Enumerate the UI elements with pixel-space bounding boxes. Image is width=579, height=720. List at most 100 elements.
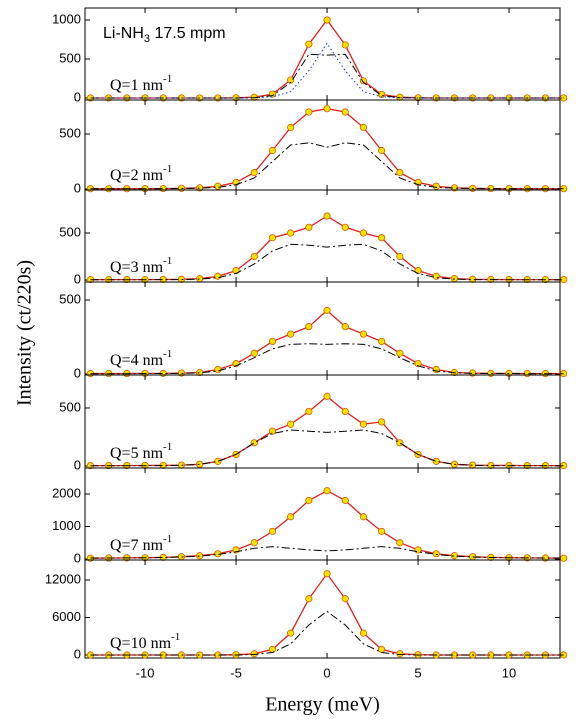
data-point: [177, 184, 186, 192]
data-point: [232, 267, 240, 275]
data-point: [305, 40, 313, 48]
y-tick-label: 500: [59, 399, 81, 414]
component-line: [90, 546, 564, 559]
q-label-text: Q=10 nm: [110, 635, 172, 652]
q-label: Q=7 nm-1: [110, 533, 172, 554]
y-tick-label: 0: [74, 550, 81, 565]
component-line: [90, 343, 564, 375]
q-label-sup: -1: [163, 163, 172, 175]
q-label-text: Q=2 nm: [110, 167, 164, 184]
data-point: [341, 41, 349, 49]
data-point: [268, 234, 277, 242]
data-point: [287, 629, 295, 637]
component-line: [90, 42, 564, 99]
data-point: [378, 418, 386, 426]
q-label-text: Q=1 nm: [110, 77, 164, 94]
q-label-sup: -1: [163, 533, 172, 545]
data-point: [287, 76, 295, 84]
data-point: [359, 229, 368, 237]
data-point: [214, 365, 222, 374]
data-point: [287, 513, 295, 521]
data-point: [359, 330, 368, 338]
data-point: [268, 527, 277, 535]
data-point: [378, 146, 386, 155]
q-label: Q=1 nm-1: [110, 73, 172, 94]
data-point: [396, 439, 404, 447]
q-label-sup: -1: [163, 348, 172, 360]
annotation-text: Li-NH: [103, 25, 144, 42]
data-point: [323, 487, 331, 495]
y-axis-label: Intensity (ct/220s): [14, 260, 36, 406]
data-point: [359, 629, 368, 637]
data-point: [305, 595, 313, 603]
data-point: [250, 539, 258, 547]
data-point: [560, 554, 568, 562]
y-tick-label: 6000: [52, 609, 81, 624]
y-tick-label: 0: [74, 646, 81, 661]
data-point: [396, 650, 404, 658]
data-point: [432, 457, 440, 465]
data-point: [378, 234, 386, 242]
data-point: [432, 365, 440, 374]
data-point: [378, 645, 386, 653]
data-point: [250, 439, 258, 447]
component-line: [90, 610, 564, 656]
y-tick-label: 500: [59, 125, 81, 140]
data-point: [250, 650, 258, 658]
data-point: [341, 108, 349, 116]
data-point: [450, 552, 459, 560]
data-point: [359, 123, 368, 131]
data-point: [268, 337, 277, 346]
data-point: [323, 570, 331, 578]
data-point: [177, 651, 186, 659]
data-point: [414, 360, 422, 368]
q-label-text: Q=4 nm: [110, 352, 164, 369]
data-point: [250, 252, 258, 261]
x-tick-label: 0: [323, 665, 330, 680]
y-tick-label: 0: [74, 457, 81, 472]
q-label: Q=4 nm-1: [110, 348, 172, 369]
y-tick-label: 12000: [45, 571, 81, 586]
data-point: [305, 108, 313, 116]
data-point: [341, 407, 349, 416]
data-point: [323, 306, 331, 314]
y-tick-label: 0: [74, 180, 81, 195]
data-point: [196, 275, 204, 283]
data-point: [432, 182, 440, 190]
y-tick-label: 0: [74, 365, 81, 380]
data-point: [378, 527, 386, 535]
data-point: [305, 407, 313, 416]
data-point: [359, 420, 368, 428]
q-label: Q=2 nm-1: [110, 163, 172, 184]
data-point: [177, 553, 186, 561]
q-label-sup: -1: [163, 73, 172, 85]
x-tick-label: 10: [502, 665, 516, 680]
annotation-sub: 3: [144, 33, 150, 45]
data-point: [287, 330, 295, 338]
data-point: [196, 552, 204, 560]
data-point: [177, 461, 186, 469]
data-point: [287, 229, 295, 237]
q-label-sup: -1: [163, 441, 172, 453]
y-tick-label: 1000: [52, 518, 81, 533]
annotation-rest: 17.5 mpm: [150, 25, 226, 42]
data-point: [341, 323, 349, 331]
data-point: [323, 16, 331, 24]
data-point: [396, 539, 404, 547]
y-tick-label: 0: [74, 89, 81, 104]
q-label-text: Q=5 nm: [110, 445, 164, 462]
y-tick-label: 1000: [52, 11, 81, 26]
component-line: [90, 243, 564, 281]
annotation: Li-NH3 17.5 mpm: [103, 25, 226, 45]
data-point: [214, 272, 222, 280]
data-point: [396, 349, 404, 357]
data-point: [287, 420, 295, 428]
data-point: [414, 267, 422, 275]
q-label-text: Q=3 nm: [110, 259, 164, 276]
q-label: Q=5 nm-1: [110, 441, 172, 462]
panel-frame: [84, 559, 561, 659]
q-label-sup: -1: [163, 255, 172, 267]
data-point: [323, 105, 331, 113]
data-point: [250, 168, 258, 177]
